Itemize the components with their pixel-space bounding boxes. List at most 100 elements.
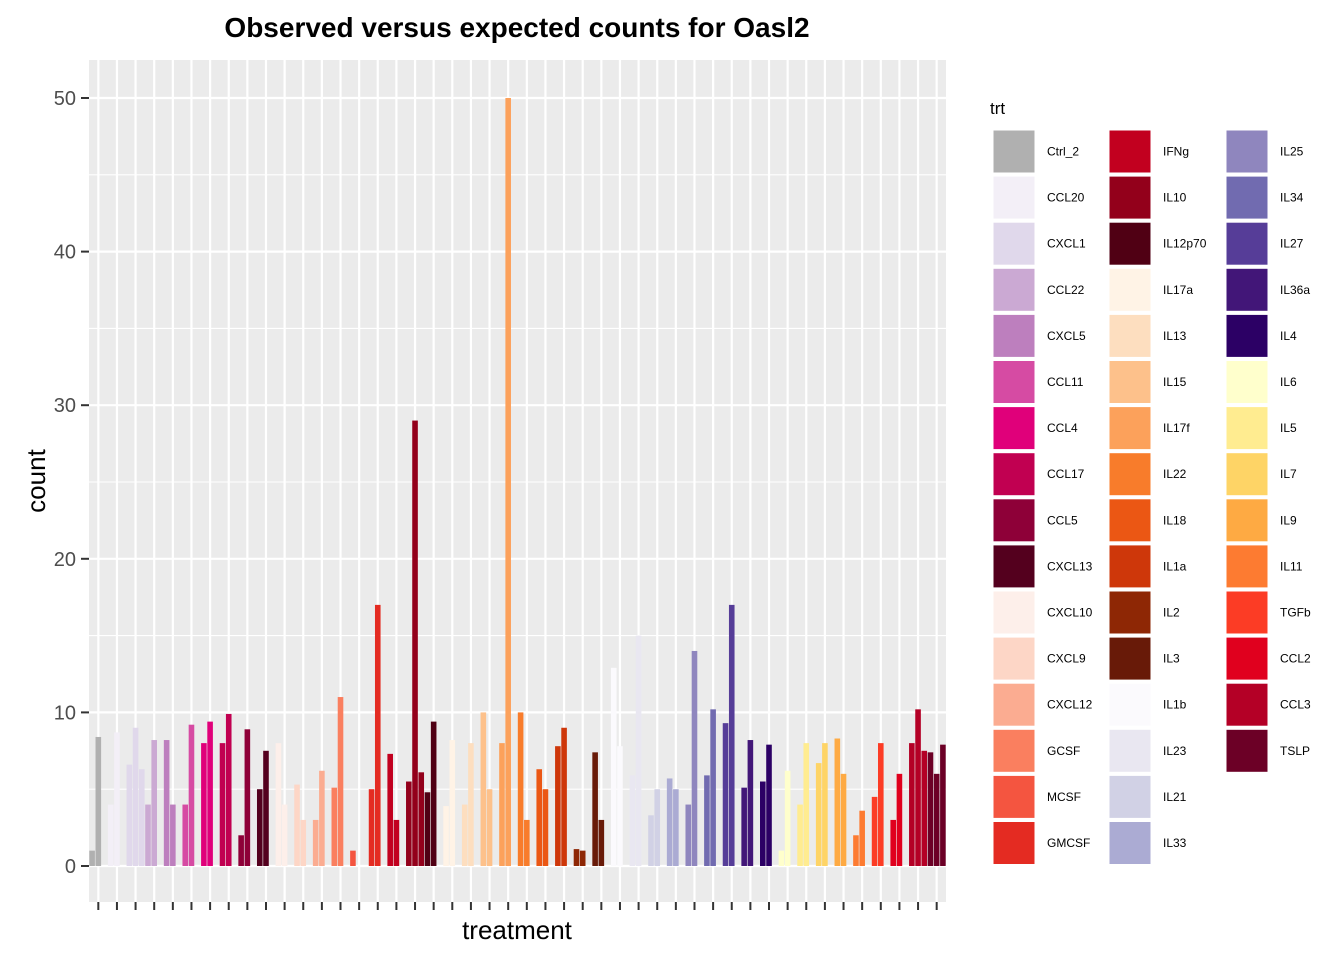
bar-ccl11 — [188, 724, 195, 866]
legend-label-il1a: IL1a — [1163, 559, 1187, 573]
legend-label-ccl3: CCL3 — [1280, 698, 1311, 712]
bar-il18 — [536, 769, 543, 866]
legend-key-gmcsf — [992, 821, 1036, 865]
bar-tslp — [927, 752, 934, 866]
bar-gcsf — [331, 787, 338, 866]
legend-label-il1b: IL1b — [1163, 698, 1187, 712]
legend-key-il4 — [1225, 313, 1269, 358]
legend-key-cxcl9 — [992, 636, 1036, 681]
legend-key-il11 — [1225, 544, 1269, 589]
legend-label-tslp: TSLP — [1280, 744, 1310, 758]
legend-key-il9 — [1225, 498, 1269, 543]
bar-cxcl13 — [256, 789, 263, 866]
bar-ifng — [393, 819, 400, 866]
bar-il2 — [573, 849, 580, 866]
bar-il7 — [822, 743, 828, 866]
bar-il17a — [449, 740, 456, 866]
legend-key-il6 — [1225, 360, 1269, 404]
legend-label-cxcl12: CXCL12 — [1047, 698, 1093, 712]
chart-title: Observed versus expected counts for Oasl… — [224, 12, 809, 43]
bar-ccl2 — [896, 773, 903, 866]
bar-il21 — [648, 815, 654, 866]
legend-key-gcsf — [992, 728, 1036, 773]
bar-ccl3 — [915, 709, 921, 866]
legend-key-ccl5 — [992, 498, 1036, 543]
legend-label-il10: IL10 — [1163, 191, 1187, 205]
bar-il9 — [834, 738, 841, 866]
legend-key-ccl4 — [992, 406, 1036, 451]
y-tick-label: 40 — [54, 242, 76, 264]
legend-label-il7: IL7 — [1280, 467, 1297, 481]
bar-il36a — [741, 787, 747, 866]
bar-il22 — [524, 819, 530, 866]
legend-label-il17a: IL17a — [1163, 283, 1193, 297]
bar-il10 — [418, 772, 425, 866]
bar-il17a — [443, 806, 449, 866]
y-tick-label: 30 — [54, 395, 76, 417]
bar-tgfb — [877, 743, 884, 866]
bar-ccl3 — [921, 750, 928, 866]
legend-key-il5 — [1225, 406, 1269, 451]
legend: trt Ctrl_2 CCL20 CXCL1 CCL22 CXCL5 CCL11 CCL4 C… — [990, 99, 1311, 865]
bar-il23 — [629, 775, 636, 866]
legend-label-cxcl13: CXCL13 — [1047, 559, 1093, 573]
legend-label-ccl2: CCL2 — [1280, 652, 1311, 666]
bar-ccl17 — [219, 743, 226, 866]
legend-key-cxcl10 — [992, 590, 1036, 635]
legend-key-il34 — [1225, 175, 1269, 220]
legend-label-il17f: IL17f — [1163, 421, 1190, 435]
bar-tgfb — [871, 796, 878, 866]
bar-cxcl9 — [300, 819, 307, 866]
bar-il3 — [592, 752, 598, 866]
bar-il23 — [635, 635, 642, 866]
bar-il25 — [685, 804, 692, 866]
bar-il1a — [561, 727, 567, 866]
legend-label-il33: IL33 — [1163, 836, 1187, 850]
bar-ccl4 — [201, 743, 207, 866]
legend-key-cxcl5 — [992, 313, 1036, 358]
x-axis — [97, 902, 938, 910]
legend-label-cxcl5: CXCL5 — [1047, 329, 1086, 343]
y-axis-title: count — [21, 448, 51, 512]
bar-il11 — [853, 835, 859, 866]
legend-key-il21 — [1108, 774, 1152, 819]
bar-il1b — [617, 746, 623, 866]
bar-il9 — [840, 773, 847, 866]
legend-key-il15 — [1108, 360, 1152, 404]
bar-tslp — [933, 773, 940, 866]
legend-key-il33 — [1108, 821, 1152, 865]
legend-key-il27 — [1225, 221, 1269, 266]
legend-key-il1a — [1108, 544, 1152, 589]
bar-il11 — [859, 810, 865, 866]
bar-il6 — [778, 850, 785, 866]
y-axis: 0 10 20 30 40 50 — [54, 88, 89, 878]
legend-key-ccl11 — [992, 360, 1036, 404]
legend-label-ccl11: CCL11 — [1047, 375, 1084, 389]
bar-ccl17 — [225, 713, 232, 866]
bar-cxcl5 — [170, 804, 176, 866]
bar-il6 — [784, 770, 791, 866]
legend-label-il13: IL13 — [1163, 329, 1187, 343]
legend-key-il17a — [1108, 267, 1152, 312]
legend-label-il23: IL23 — [1163, 744, 1187, 758]
legend-label-il11: IL11 — [1280, 559, 1303, 573]
bar-il5 — [803, 743, 810, 866]
legend-key-il36a — [1225, 267, 1269, 312]
legend-key-cxcl1 — [992, 221, 1036, 266]
bar-ccl5 — [238, 835, 244, 866]
bar-il36a — [747, 740, 754, 866]
bar-ifng — [387, 753, 393, 866]
legend-label-cxcl9: CXCL9 — [1047, 652, 1086, 666]
bar-cxcl13 — [263, 750, 269, 866]
legend-key-tgfb — [1225, 590, 1269, 635]
y-tick-label: 50 — [54, 88, 76, 110]
legend-key-il23 — [1108, 728, 1152, 773]
bar-il33 — [673, 789, 679, 866]
bar-il27 — [722, 723, 729, 866]
legend-key-il1b — [1108, 682, 1152, 727]
bar-il1a — [555, 746, 561, 866]
legend-label-ccl4: CCL4 — [1047, 421, 1078, 435]
legend-label-ctrl-2: Ctrl_2 — [1047, 145, 1079, 159]
legend-label-il25: IL25 — [1280, 145, 1304, 159]
legend-label-il34: IL34 — [1280, 191, 1304, 205]
